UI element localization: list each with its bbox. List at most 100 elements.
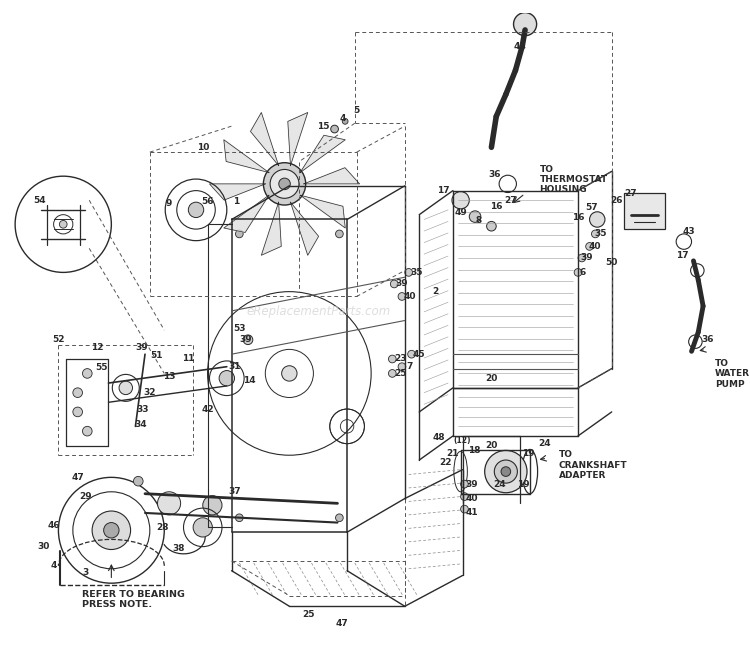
Polygon shape <box>304 167 359 184</box>
Text: 24: 24 <box>538 439 550 448</box>
Text: 39: 39 <box>580 253 593 263</box>
Text: 18: 18 <box>468 446 480 455</box>
Text: 56: 56 <box>201 197 214 205</box>
Circle shape <box>460 480 468 488</box>
Circle shape <box>391 280 398 287</box>
Text: 37: 37 <box>228 488 241 496</box>
Polygon shape <box>209 184 266 200</box>
Circle shape <box>331 125 338 133</box>
Circle shape <box>73 388 82 398</box>
Text: 20: 20 <box>485 374 497 383</box>
Circle shape <box>335 514 344 522</box>
Text: 31: 31 <box>228 362 241 372</box>
Circle shape <box>408 350 416 358</box>
Text: 20: 20 <box>485 441 497 450</box>
Text: 23: 23 <box>394 354 406 364</box>
Text: REFER TO BEARING
PRESS NOTE.: REFER TO BEARING PRESS NOTE. <box>82 590 185 610</box>
Circle shape <box>282 366 297 381</box>
Text: 36: 36 <box>488 170 500 179</box>
Circle shape <box>460 493 468 500</box>
Text: 4: 4 <box>50 562 57 570</box>
Circle shape <box>219 371 235 386</box>
Text: 13: 13 <box>163 372 176 381</box>
Text: 55: 55 <box>95 363 108 372</box>
Text: 52: 52 <box>53 336 64 344</box>
Circle shape <box>484 450 527 493</box>
Circle shape <box>398 293 406 300</box>
Circle shape <box>188 202 204 217</box>
Text: 29: 29 <box>79 492 92 501</box>
Text: 53: 53 <box>233 323 245 333</box>
Circle shape <box>452 191 470 209</box>
Polygon shape <box>224 195 269 233</box>
Circle shape <box>279 178 290 189</box>
FancyBboxPatch shape <box>624 193 664 229</box>
Text: 16: 16 <box>572 213 584 222</box>
Text: 26: 26 <box>610 195 622 205</box>
Circle shape <box>514 13 537 36</box>
Text: 40: 40 <box>466 494 478 503</box>
Text: 49: 49 <box>454 208 467 217</box>
Circle shape <box>194 518 212 537</box>
Circle shape <box>578 254 586 262</box>
Text: TO
THERMOSTAT
HOUSING: TO THERMOSTAT HOUSING <box>539 165 608 195</box>
Polygon shape <box>300 135 345 173</box>
Circle shape <box>92 511 130 550</box>
Text: 11: 11 <box>182 354 194 364</box>
Circle shape <box>158 492 181 515</box>
Text: (12): (12) <box>454 436 471 446</box>
Text: 38: 38 <box>172 544 185 553</box>
Text: 14: 14 <box>243 376 255 385</box>
Text: 9: 9 <box>166 199 172 207</box>
Polygon shape <box>224 140 269 173</box>
Text: 28: 28 <box>156 523 169 532</box>
Circle shape <box>388 370 396 378</box>
Text: 35: 35 <box>594 229 607 238</box>
Circle shape <box>388 355 396 363</box>
Text: 34: 34 <box>134 420 146 429</box>
Text: 50: 50 <box>605 258 618 267</box>
Text: 57: 57 <box>585 203 598 212</box>
Circle shape <box>73 407 82 417</box>
Text: 19: 19 <box>517 480 530 489</box>
Text: 45: 45 <box>413 350 425 359</box>
Text: TO
WATER
PUMP: TO WATER PUMP <box>715 359 750 389</box>
Circle shape <box>134 476 143 486</box>
Circle shape <box>586 243 593 250</box>
Circle shape <box>335 230 344 237</box>
Text: 36: 36 <box>702 336 714 344</box>
Text: 4: 4 <box>339 114 346 123</box>
Text: 3: 3 <box>82 568 88 577</box>
Text: 6: 6 <box>580 268 586 277</box>
Text: 43: 43 <box>682 227 695 237</box>
Circle shape <box>501 467 511 476</box>
Circle shape <box>487 221 496 231</box>
Text: 39: 39 <box>240 336 252 344</box>
Circle shape <box>270 169 299 198</box>
Text: 42: 42 <box>201 406 214 414</box>
Text: 48: 48 <box>432 434 445 442</box>
Text: 17: 17 <box>437 186 449 195</box>
Text: 39: 39 <box>136 343 148 352</box>
Text: 15: 15 <box>316 121 329 131</box>
Circle shape <box>82 369 92 378</box>
Circle shape <box>236 230 243 237</box>
Circle shape <box>398 363 406 371</box>
Circle shape <box>236 514 243 522</box>
Text: 22: 22 <box>439 458 452 468</box>
Polygon shape <box>288 113 308 165</box>
Circle shape <box>243 335 253 345</box>
Circle shape <box>460 505 468 513</box>
Text: 44: 44 <box>514 42 526 51</box>
Text: 17: 17 <box>676 251 688 259</box>
Circle shape <box>59 220 67 228</box>
Text: 8: 8 <box>476 216 482 225</box>
Text: 1: 1 <box>233 197 239 205</box>
Text: 27: 27 <box>504 195 517 205</box>
Circle shape <box>104 522 119 538</box>
Text: 32: 32 <box>143 388 156 397</box>
Text: 33: 33 <box>136 406 149 414</box>
Text: 30: 30 <box>38 542 50 551</box>
Circle shape <box>592 230 599 237</box>
Circle shape <box>470 211 481 222</box>
